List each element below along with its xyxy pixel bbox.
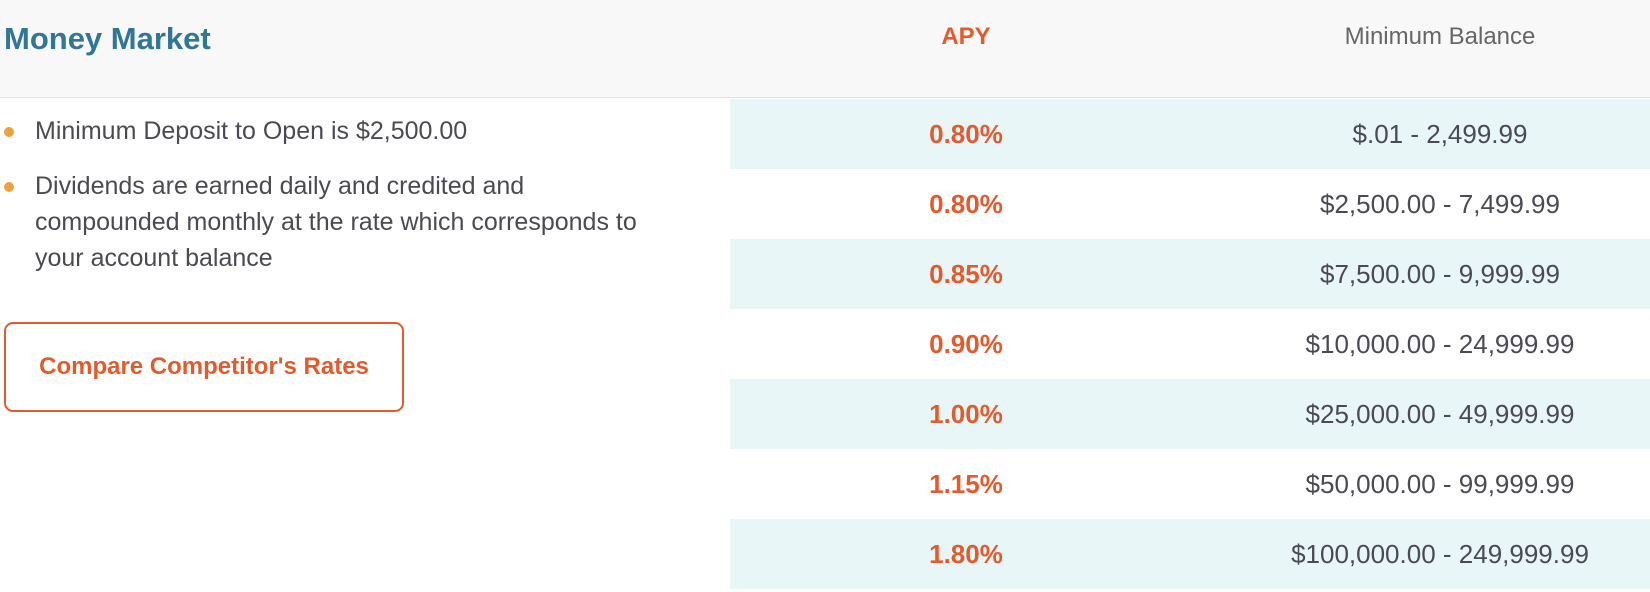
table-row: 0.85% $7,500.00 - 9,999.99 bbox=[730, 239, 1650, 309]
balance-cell: $100,000.00 - 249,999.99 bbox=[1291, 539, 1589, 569]
table-row: 1.15% $50,000.00 - 99,999.99 bbox=[730, 449, 1650, 519]
balance-cell: $2,500.00 - 7,499.99 bbox=[1320, 189, 1560, 219]
list-item: Dividends are earned daily and credited … bbox=[0, 168, 660, 276]
feature-list: Minimum Deposit to Open is $2,500.00 Div… bbox=[0, 113, 660, 295]
page-title: Money Market bbox=[4, 21, 211, 56]
list-item-text: Dividends are earned daily and credited … bbox=[35, 172, 637, 272]
table-row: 1.80% $100,000.00 - 249,999.99 bbox=[730, 519, 1650, 589]
table-header: Money Market APY Minimum Balance bbox=[0, 0, 1650, 98]
apy-cell: 0.80% bbox=[929, 189, 1003, 219]
apy-cell: 1.00% bbox=[929, 399, 1003, 429]
apy-cell: 1.15% bbox=[929, 469, 1003, 499]
apy-cell: 0.90% bbox=[929, 329, 1003, 359]
minimum-balance-column-header: Minimum Balance bbox=[1344, 23, 1536, 50]
table-row: 0.80% $2,500.00 - 7,499.99 bbox=[730, 169, 1650, 239]
apy-cell: 0.80% bbox=[929, 119, 1003, 149]
table-row: 1.00% $25,000.00 - 49,999.99 bbox=[730, 379, 1650, 449]
table-row: 0.80% $.01 - 2,499.99 bbox=[730, 99, 1650, 169]
list-item-text: Minimum Deposit to Open is $2,500.00 bbox=[35, 117, 468, 145]
compare-rates-button[interactable]: Compare Competitor's Rates bbox=[4, 322, 404, 412]
list-item: Minimum Deposit to Open is $2,500.00 bbox=[0, 113, 660, 149]
apy-cell: 1.80% bbox=[929, 539, 1003, 569]
bullet-dot-icon bbox=[4, 127, 14, 137]
table-row: 0.90% $10,000.00 - 24,999.99 bbox=[730, 309, 1650, 379]
apy-cell: 0.85% bbox=[929, 259, 1003, 289]
balance-cell: $.01 - 2,499.99 bbox=[1352, 119, 1528, 149]
balance-cell: $50,000.00 - 99,999.99 bbox=[1305, 469, 1575, 499]
rates-table: 0.80% $.01 - 2,499.99 0.80% $2,500.00 - … bbox=[730, 99, 1650, 589]
apy-column-header: APY bbox=[941, 23, 991, 50]
balance-cell: $7,500.00 - 9,999.99 bbox=[1320, 259, 1560, 289]
bullet-dot-icon bbox=[4, 182, 14, 192]
balance-cell: $10,000.00 - 24,999.99 bbox=[1305, 329, 1575, 359]
balance-cell: $25,000.00 - 49,999.99 bbox=[1305, 399, 1575, 429]
